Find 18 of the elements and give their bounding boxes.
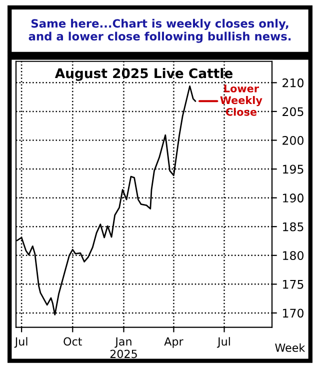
y-tick-label: 180	[283, 251, 304, 260]
y-tick-label: 175	[283, 280, 304, 289]
y-tick-label: 195	[283, 164, 304, 174]
x-tick-label: Oct	[64, 337, 82, 346]
x-axis-title: Week	[275, 343, 306, 352]
y-tick-label: 170	[283, 308, 304, 318]
y-tick-label: 200	[282, 136, 304, 145]
y-tick-label: 205	[282, 107, 304, 116]
x-tick-label: Jan 2025	[110, 337, 137, 358]
x-tick-label: Jul	[14, 337, 28, 348]
y-tick-label: 185	[283, 222, 304, 232]
x-tick-label: Apr	[164, 337, 184, 348]
annotation: Lower Weekly Close	[220, 84, 262, 116]
y-tick-label: 210	[282, 78, 304, 88]
y-tick-label: 190	[283, 194, 304, 202]
chart-subtitle: August 2025 Live Cattle	[54, 68, 232, 81]
chart-title: Same here...Chart is weekly closes only, and a lower close following bullish news.	[28, 18, 291, 43]
x-tick-label: Jul	[216, 337, 230, 348]
